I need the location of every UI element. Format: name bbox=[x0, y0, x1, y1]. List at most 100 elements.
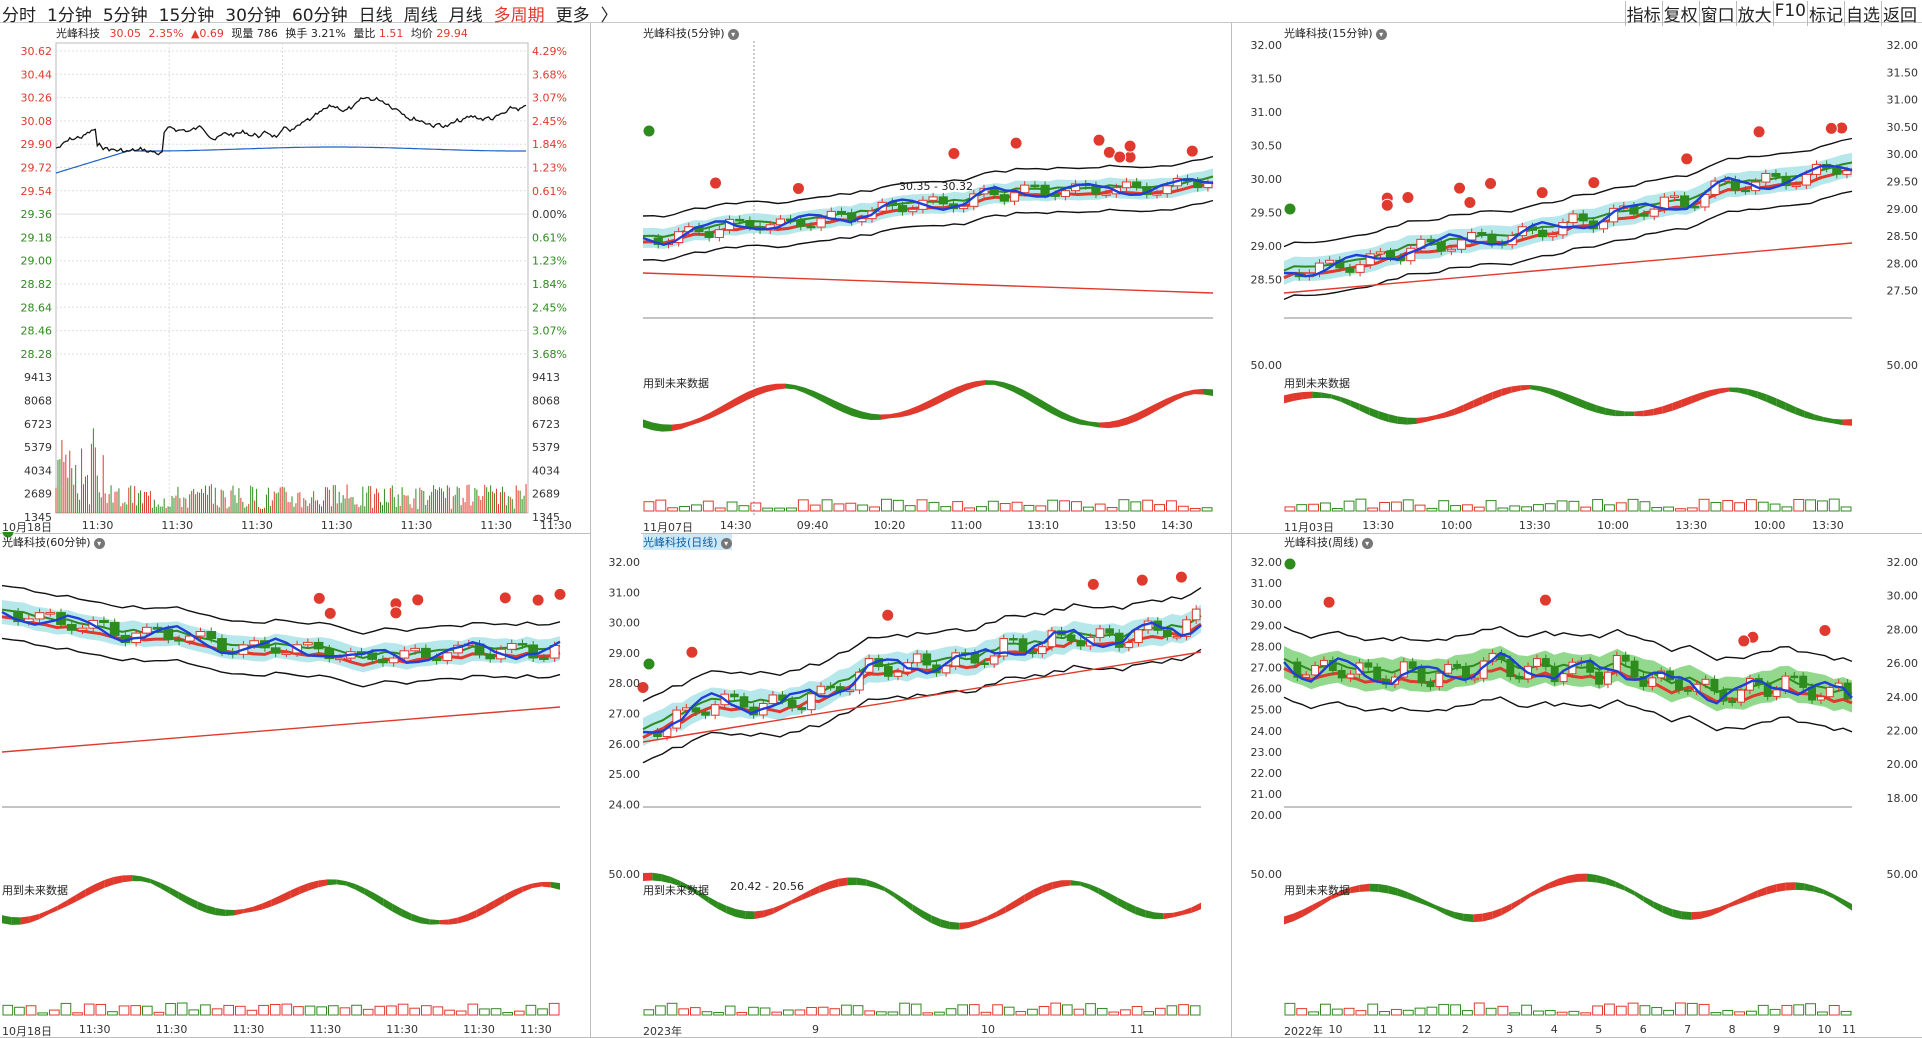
kline-15min-panel[interactable]: 光峰科技(15分钟) ▾ 32.00 31.50 31.00 30.50 30.00 29.… bbox=[1232, 23, 1922, 534]
candle bbox=[816, 685, 826, 695]
tab-1[interactable]: 1分钟 bbox=[47, 6, 92, 26]
chevron-down-icon[interactable]: ▾ bbox=[93, 538, 105, 549]
volume-bar bbox=[1096, 1007, 1108, 1016]
candle bbox=[999, 194, 1009, 202]
candle bbox=[1191, 608, 1201, 621]
tab-7[interactable]: 周线 bbox=[403, 6, 438, 26]
price-tick: 32.00 bbox=[1251, 39, 1283, 52]
candle bbox=[217, 638, 227, 653]
volume-bar bbox=[1639, 1005, 1651, 1016]
volume-bar bbox=[1722, 500, 1734, 512]
oscillator-band bbox=[1340, 887, 1351, 896]
tab-9[interactable]: 多周期 bbox=[493, 6, 545, 26]
candle bbox=[281, 652, 292, 655]
panel-title-5min[interactable]: 光峰科技(5分钟) ▾ bbox=[643, 25, 739, 41]
candle bbox=[1832, 167, 1842, 175]
oscillator-band bbox=[197, 901, 207, 913]
oscillator-band bbox=[1653, 406, 1663, 416]
toolbar-button-7[interactable]: 返回 bbox=[1881, 1, 1918, 26]
oscillator-band bbox=[281, 890, 291, 903]
kline-weekly-panel[interactable]: 光峰科技(周线) ▾ 32.00 31.00 30.00 29.00 28.00 27.00… bbox=[1232, 532, 1922, 1038]
toolbar-button-2[interactable]: 窗口 bbox=[1698, 1, 1736, 26]
time-label: 11:30 bbox=[78, 1023, 111, 1036]
volume-bar bbox=[1497, 507, 1509, 512]
oscillator-band bbox=[411, 913, 421, 924]
oscillator-band bbox=[95, 879, 105, 893]
candle bbox=[1320, 659, 1328, 667]
candle bbox=[989, 188, 999, 196]
time-label: 10 bbox=[981, 1023, 995, 1036]
time-label: 7 bbox=[1684, 1023, 1692, 1036]
tab-3[interactable]: 15分钟 bbox=[158, 6, 215, 26]
kline-daily-chart[interactable]: 32.00 31.00 30.00 29.00 28.00 27.00 26.00 25.00… bbox=[590, 532, 1231, 1037]
volume-bar bbox=[881, 498, 892, 512]
toolbar-button-1[interactable]: 复权 bbox=[1661, 1, 1699, 26]
oscillator-band bbox=[1184, 389, 1194, 397]
tab-2[interactable]: 5分钟 bbox=[102, 6, 148, 26]
toolbar-button-0[interactable]: 指标 bbox=[1624, 1, 1662, 26]
oscillator-band bbox=[1302, 904, 1313, 917]
oscillator-band bbox=[467, 910, 477, 922]
oscillator-band bbox=[810, 885, 820, 897]
tab-11[interactable]: 〉 bbox=[600, 6, 618, 26]
oscillator-band bbox=[336, 879, 347, 886]
oscillator-band bbox=[178, 891, 188, 905]
kline-15min-chart[interactable]: 32.00 31.50 31.00 30.50 30.00 29.50 29.00 28.50… bbox=[1232, 23, 1922, 533]
toolbar-button-4[interactable]: F10 bbox=[1772, 1, 1807, 26]
volume-bar bbox=[1106, 507, 1118, 512]
volume-bar bbox=[1686, 1002, 1698, 1016]
chevron-down-icon[interactable]: ▾ bbox=[727, 29, 739, 40]
panel-title-15min[interactable]: 光峰科技(15分钟) ▾ bbox=[1284, 25, 1387, 41]
stock-name: 光峰科技 bbox=[56, 27, 100, 40]
candle bbox=[388, 657, 399, 664]
tab-4[interactable]: 30分钟 bbox=[225, 6, 281, 26]
oscillator-band bbox=[308, 880, 319, 891]
tab-10[interactable]: 更多 bbox=[555, 6, 590, 26]
tab-8[interactable]: 月线 bbox=[448, 6, 483, 26]
chevron-down-icon[interactable]: ▾ bbox=[1375, 29, 1387, 40]
intraday-panel[interactable]: 光峰科技 30.05 2.35% ▲0.69 现量 786 换手 3.21% 量… bbox=[0, 23, 591, 534]
candle bbox=[23, 618, 34, 623]
kline-60min-panel[interactable]: 光峰科技(60分钟) ▾ 用到未来数据 10月18日 11:30 11:30 11:30… bbox=[0, 532, 591, 1038]
tab-5[interactable]: 60分钟 bbox=[291, 6, 348, 26]
toolbar-button-5[interactable]: 标记 bbox=[1807, 1, 1844, 26]
tab-6[interactable]: 日线 bbox=[358, 6, 393, 26]
oscillator-band bbox=[736, 909, 746, 919]
oscillator-band bbox=[1426, 900, 1436, 910]
volume-bar bbox=[1130, 501, 1142, 512]
intraday-chart[interactable]: 30.62 4.29% 30.44 3.68% 30.26 3.07% 30.08 2.45%… bbox=[0, 23, 590, 533]
candle bbox=[1435, 672, 1444, 688]
ma-thick-red bbox=[1283, 666, 1853, 705]
kline-daily-panel[interactable]: 光峰科技(日线) ▾ 32.00 31.00 30.00 29.00 28.00 27.00… bbox=[590, 532, 1232, 1038]
pct-tick: 3.07% bbox=[532, 325, 567, 338]
oscillator-band bbox=[1416, 417, 1426, 424]
volume-bar bbox=[762, 507, 774, 512]
panel-title-60min[interactable]: 光峰科技(60分钟) ▾ bbox=[2, 534, 105, 550]
volume-bar bbox=[750, 502, 762, 512]
panel-title-daily[interactable]: 光峰科技(日线) ▾ bbox=[643, 534, 732, 550]
oscillator-band bbox=[1312, 391, 1322, 399]
oscillator-band bbox=[773, 904, 783, 914]
volume-bar bbox=[667, 507, 679, 512]
panel-title-weekly[interactable]: 光峰科技(周线) ▾ bbox=[1284, 534, 1373, 550]
chevron-down-icon[interactable]: ▾ bbox=[1361, 538, 1373, 549]
volume-tick: 8068 bbox=[532, 395, 560, 408]
toolbar-button-3[interactable]: 放大 bbox=[1735, 1, 1773, 26]
oscillator-band bbox=[1681, 911, 1692, 920]
time-label: 11:30 bbox=[386, 1023, 418, 1036]
volume-bar bbox=[1840, 1010, 1852, 1016]
volume-tick: 5379 bbox=[24, 441, 52, 454]
chevron-down-icon[interactable]: ▾ bbox=[720, 538, 732, 549]
kline-5min-chart[interactable] bbox=[641, 23, 1231, 533]
oscillator-band bbox=[1842, 898, 1852, 911]
candle bbox=[1346, 673, 1355, 679]
candle bbox=[1690, 205, 1700, 209]
toolbar-button-6[interactable]: 自选 bbox=[1844, 1, 1881, 26]
candle bbox=[1132, 181, 1142, 188]
tab-0[interactable]: 分时 bbox=[2, 6, 36, 26]
kline-60min-chart[interactable] bbox=[0, 532, 590, 1037]
kline-weekly-chart[interactable]: 32.00 31.00 30.00 29.00 28.00 27.00 26.00 25.00… bbox=[1232, 532, 1922, 1037]
kline-5min-panel[interactable]: 光峰科技(5分钟) ▾ 30.35 - 30.32 用到未来数据 11月07日 14… bbox=[641, 23, 1232, 534]
volume-bar bbox=[1544, 1010, 1556, 1016]
oscillator-band bbox=[504, 890, 514, 903]
